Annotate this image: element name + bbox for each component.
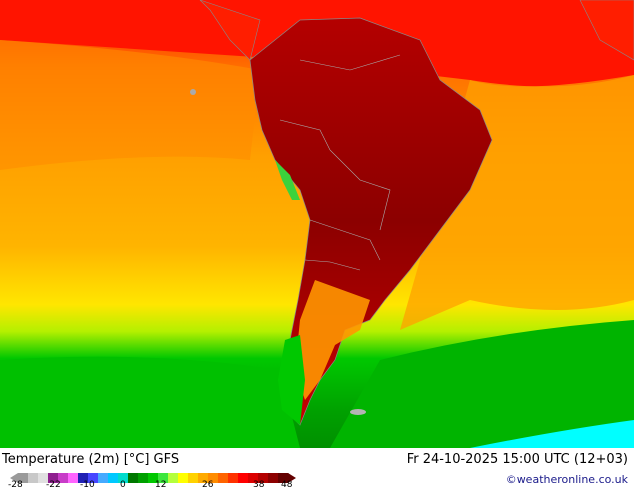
legend-tick: 48 bbox=[281, 480, 293, 490]
legend-swatch bbox=[68, 473, 79, 483]
legend-swatch bbox=[58, 473, 69, 483]
andes-south-cool bbox=[278, 335, 305, 425]
forecast-datetime: Fr 24-10-2025 15:00 UTC (12+03) bbox=[406, 452, 628, 467]
map-canvas bbox=[0, 0, 634, 448]
legend-arrow-right bbox=[288, 473, 296, 483]
central-america bbox=[199, 0, 261, 61]
credit-link[interactable]: ©weatheronline.co.uk bbox=[505, 473, 628, 486]
legend-swatch bbox=[268, 473, 279, 483]
legend-swatch bbox=[278, 473, 289, 483]
legend-swatch bbox=[228, 473, 239, 483]
temperature-map bbox=[0, 0, 634, 448]
legend-tick: -10 bbox=[80, 480, 95, 490]
legend-swatch bbox=[78, 473, 89, 483]
legend-tick: 12 bbox=[155, 480, 167, 490]
legend-tick: 38 bbox=[253, 480, 265, 490]
legend-tick: 0 bbox=[120, 480, 126, 490]
legend-swatch bbox=[218, 473, 229, 483]
legend-swatch bbox=[258, 473, 269, 483]
legend-swatch bbox=[138, 473, 149, 483]
legend-swatch bbox=[128, 473, 139, 483]
legend-swatch bbox=[208, 473, 219, 483]
west-orange-band bbox=[0, 40, 260, 170]
map-title: Temperature (2m) [°C] GFS bbox=[2, 452, 180, 467]
legend-swatch bbox=[108, 473, 119, 483]
map-footer: Temperature (2m) [°C] GFS Fr 24-10-2025 … bbox=[0, 448, 634, 490]
legend-swatch bbox=[168, 473, 179, 483]
galapagos bbox=[190, 89, 196, 95]
legend-tick: -28 bbox=[8, 480, 23, 490]
legend-swatch bbox=[178, 473, 189, 483]
legend-swatch bbox=[28, 473, 39, 483]
south-atlantic-green bbox=[330, 320, 634, 448]
legend-swatch bbox=[98, 473, 109, 483]
legend-swatch bbox=[248, 473, 259, 483]
africa-edge bbox=[579, 0, 634, 61]
legend-arrow-left bbox=[10, 473, 18, 483]
country-borders bbox=[279, 54, 401, 271]
color-legend bbox=[10, 473, 296, 483]
legend-tick: -22 bbox=[46, 480, 61, 490]
patagonia-warm bbox=[295, 280, 370, 400]
cold-corner bbox=[470, 420, 634, 448]
legend-swatch bbox=[88, 473, 99, 483]
legend-swatch bbox=[18, 473, 29, 483]
falklands bbox=[350, 409, 366, 415]
legend-swatch bbox=[238, 473, 249, 483]
legend-swatch bbox=[158, 473, 169, 483]
legend-tick: 26 bbox=[202, 480, 214, 490]
legend-swatch bbox=[148, 473, 159, 483]
legend-swatch bbox=[48, 473, 59, 483]
andes-north-cool bbox=[275, 160, 300, 200]
legend-swatch bbox=[118, 473, 129, 483]
legend-swatch bbox=[198, 473, 209, 483]
south-pacific-green bbox=[0, 356, 300, 448]
legend-swatch bbox=[188, 473, 199, 483]
legend-swatch bbox=[38, 473, 49, 483]
